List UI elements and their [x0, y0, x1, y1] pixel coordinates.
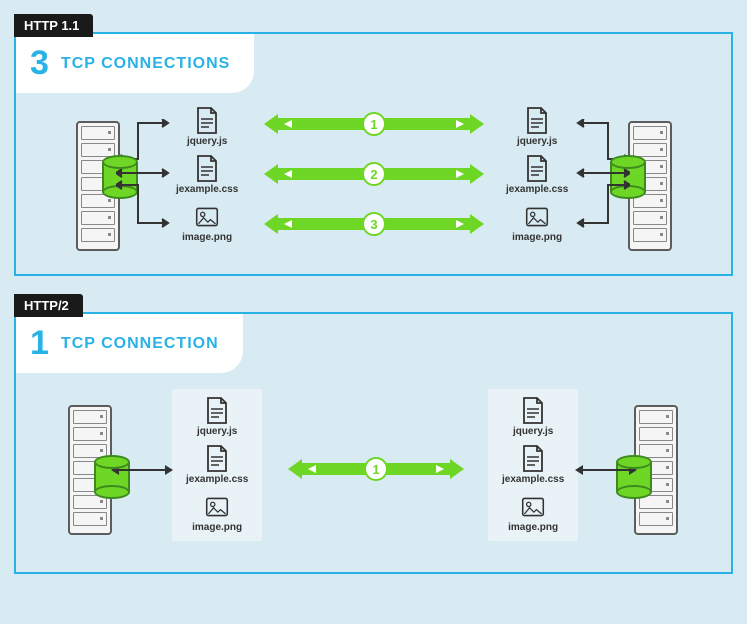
file-item: jquery.js [513, 397, 553, 437]
file-item: jexample.css [506, 155, 568, 195]
tcp-connection: 3 [264, 218, 484, 230]
file-label: jquery.js [513, 426, 553, 437]
diagram-http11: jquery.js jexample.css image.png jquery.… [16, 101, 731, 281]
connection-number: 2 [362, 162, 386, 186]
file-image-icon [521, 493, 545, 521]
title-card: 3 TCP CONNECTIONS [16, 34, 254, 93]
title-text: TCP CONNECTIONS [61, 55, 230, 73]
link-lines-left [116, 119, 176, 249]
panel-http11: HTTP 1.1 3 TCP CONNECTIONS [14, 32, 733, 276]
panel-tab-http2: HTTP/2 [14, 294, 83, 317]
file-label: jquery.js [517, 136, 557, 147]
file-code-icon [521, 397, 545, 425]
file-list-left: jquery.js jexample.css image.png [176, 107, 238, 243]
file-code-icon [525, 107, 549, 135]
tcp-connection: 1 [264, 118, 484, 130]
file-label: image.png [182, 232, 232, 243]
diagram-http2: jquery.js jexample.css image.png jquery.… [16, 381, 731, 571]
connection-number: 3 [362, 212, 386, 236]
connection-count: 1 [30, 324, 49, 363]
server-right [628, 121, 680, 251]
link-lines-right [570, 119, 630, 249]
file-item: jexample.css [186, 445, 248, 485]
file-code-icon [195, 107, 219, 135]
file-label: jexample.css [506, 184, 568, 195]
file-code-icon [195, 155, 219, 183]
panel-tab-http11: HTTP 1.1 [14, 14, 93, 37]
file-label: jexample.css [186, 474, 248, 485]
file-list-right: jquery.js jexample.css image.png [506, 107, 568, 243]
database-disk-icon [94, 455, 130, 499]
file-item: jexample.css [176, 155, 238, 195]
file-list-left: jquery.js jexample.css image.png [172, 389, 262, 541]
tcp-connection: 2 [264, 168, 484, 180]
title-card: 1 TCP CONNECTION [16, 314, 243, 373]
file-item: image.png [512, 203, 562, 243]
link-arrow [118, 469, 166, 471]
file-item: image.png [192, 493, 242, 533]
connection-number: 1 [364, 457, 388, 481]
database-disk-icon [616, 455, 652, 499]
tcp-connection: 1 [288, 463, 464, 475]
file-item: image.png [508, 493, 558, 533]
file-item: jquery.js [187, 107, 227, 147]
file-code-icon [205, 445, 229, 473]
connection-count: 3 [30, 44, 49, 83]
file-image-icon [525, 203, 549, 231]
file-label: image.png [512, 232, 562, 243]
file-code-icon [205, 397, 229, 425]
link-arrow [582, 469, 630, 471]
file-label: image.png [508, 522, 558, 533]
file-label: jexample.css [502, 474, 564, 485]
title-text: TCP CONNECTION [61, 335, 219, 353]
file-image-icon [205, 493, 229, 521]
file-code-icon [521, 445, 545, 473]
file-image-icon [195, 203, 219, 231]
file-label: jexample.css [176, 184, 238, 195]
file-item: image.png [182, 203, 232, 243]
file-label: jquery.js [197, 426, 237, 437]
file-label: image.png [192, 522, 242, 533]
panel-http2: HTTP/2 1 TCP CONNECTION jq [14, 312, 733, 574]
file-code-icon [525, 155, 549, 183]
file-item: jquery.js [197, 397, 237, 437]
file-item: jexample.css [502, 445, 564, 485]
server-right [634, 405, 686, 535]
file-item: jquery.js [517, 107, 557, 147]
file-list-right: jquery.js jexample.css image.png [488, 389, 578, 541]
connection-number: 1 [362, 112, 386, 136]
file-label: jquery.js [187, 136, 227, 147]
